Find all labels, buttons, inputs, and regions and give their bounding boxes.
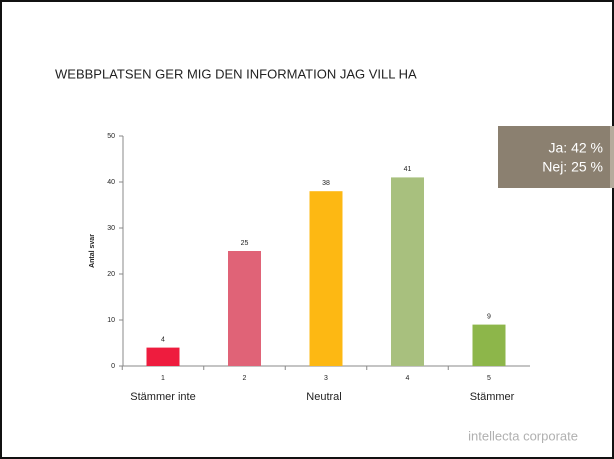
data-label: 9	[487, 313, 491, 320]
bar	[146, 347, 180, 366]
y-axis-label: Antal svar	[89, 234, 96, 268]
summary-text: Nej: 25 %	[542, 159, 603, 175]
bar	[391, 177, 424, 366]
data-label: 38	[322, 180, 330, 187]
summary-box	[498, 126, 610, 188]
y-tick-label: 0	[111, 363, 115, 370]
data-label: 25	[241, 240, 249, 247]
y-tick-label: 50	[107, 133, 115, 140]
x-tick-label: 3	[324, 375, 328, 382]
summary-text: Ja: 42 %	[549, 140, 603, 156]
y-tick-label: 20	[107, 271, 115, 278]
summary-box-edge	[610, 126, 614, 188]
bar	[228, 251, 261, 366]
x-tick-label: 1	[161, 375, 165, 382]
annotation: Stämmer inte	[130, 391, 195, 403]
annotation: Stämmer	[470, 391, 515, 403]
annotation: Neutral	[306, 391, 341, 403]
x-tick-label: 2	[243, 375, 247, 382]
x-tick-label: 4	[406, 375, 410, 382]
y-tick-label: 40	[107, 179, 115, 186]
x-tick-label: 5	[487, 375, 491, 382]
bar	[309, 191, 343, 366]
chart-title: WEBBPLATSEN GER MIG DEN INFORMATION JAG …	[55, 66, 417, 81]
y-tick-label: 30	[107, 225, 115, 232]
footer-logo: intellecta corporate	[468, 428, 578, 443]
bar	[472, 324, 506, 366]
y-tick-label: 10	[107, 317, 115, 324]
data-label: 41	[404, 166, 412, 173]
data-label: 4	[161, 336, 165, 343]
